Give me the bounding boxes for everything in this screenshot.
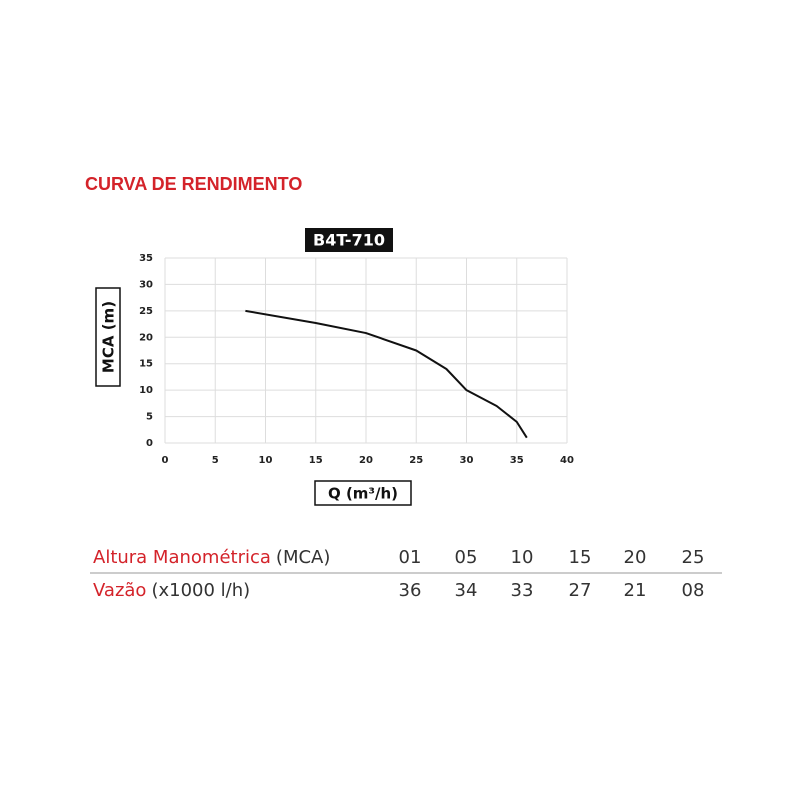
x-tick-label: 0 [162, 455, 169, 466]
x-tick-label: 40 [560, 455, 574, 466]
table-cell: 20 [624, 547, 647, 568]
table-cell: 25 [682, 547, 705, 568]
y-tick-label: 10 [139, 385, 153, 396]
x-tick-label: 25 [409, 455, 423, 466]
table-cell: 01 [399, 547, 422, 568]
page-title: CURVA DE RENDIMENTO [85, 174, 302, 194]
y-tick-label: 15 [139, 359, 153, 370]
table-cell: 05 [455, 547, 478, 568]
row-label-main: Altura Manométrica [93, 547, 271, 568]
table-cell: 10 [511, 547, 534, 568]
table-cell: 36 [399, 580, 422, 601]
table-cell: 27 [569, 580, 592, 601]
x-tick-label: 15 [309, 455, 323, 466]
x-tick-label: 10 [259, 455, 273, 466]
chart-title: B4T-710 [313, 231, 385, 250]
table-cell: 21 [624, 580, 647, 601]
y-tick-label: 30 [139, 279, 153, 290]
y-axis-label: MCA (m) [100, 301, 118, 373]
y-label-box [95, 287, 121, 387]
y-tick-label: 35 [139, 253, 153, 264]
x-tick-label: 30 [460, 455, 474, 466]
x-tick-label: 20 [359, 455, 373, 466]
x-label-box [314, 480, 412, 506]
table-cell: 34 [455, 580, 478, 601]
x-tick-label: 35 [510, 455, 524, 466]
row-label: Altura Manométrica (MCA) [93, 547, 330, 568]
table-cell: 33 [511, 580, 534, 601]
row-label-unit: (MCA) [276, 547, 330, 568]
table-cell: 15 [569, 547, 592, 568]
y-tick-label: 0 [146, 438, 153, 449]
row-label-main: Vazão [93, 580, 146, 601]
table-cell: 08 [682, 580, 705, 601]
y-tick-label: 5 [146, 412, 153, 423]
row-label-unit: (x1000 l/h) [151, 580, 250, 601]
y-tick-label: 25 [139, 306, 153, 317]
x-tick-label: 5 [212, 455, 219, 466]
y-tick-label: 20 [139, 332, 153, 343]
curve [245, 309, 528, 439]
title-box [305, 228, 393, 252]
row-label: Vazão (x1000 l/h) [93, 580, 250, 601]
x-axis-label: Q (m³/h) [328, 485, 398, 503]
